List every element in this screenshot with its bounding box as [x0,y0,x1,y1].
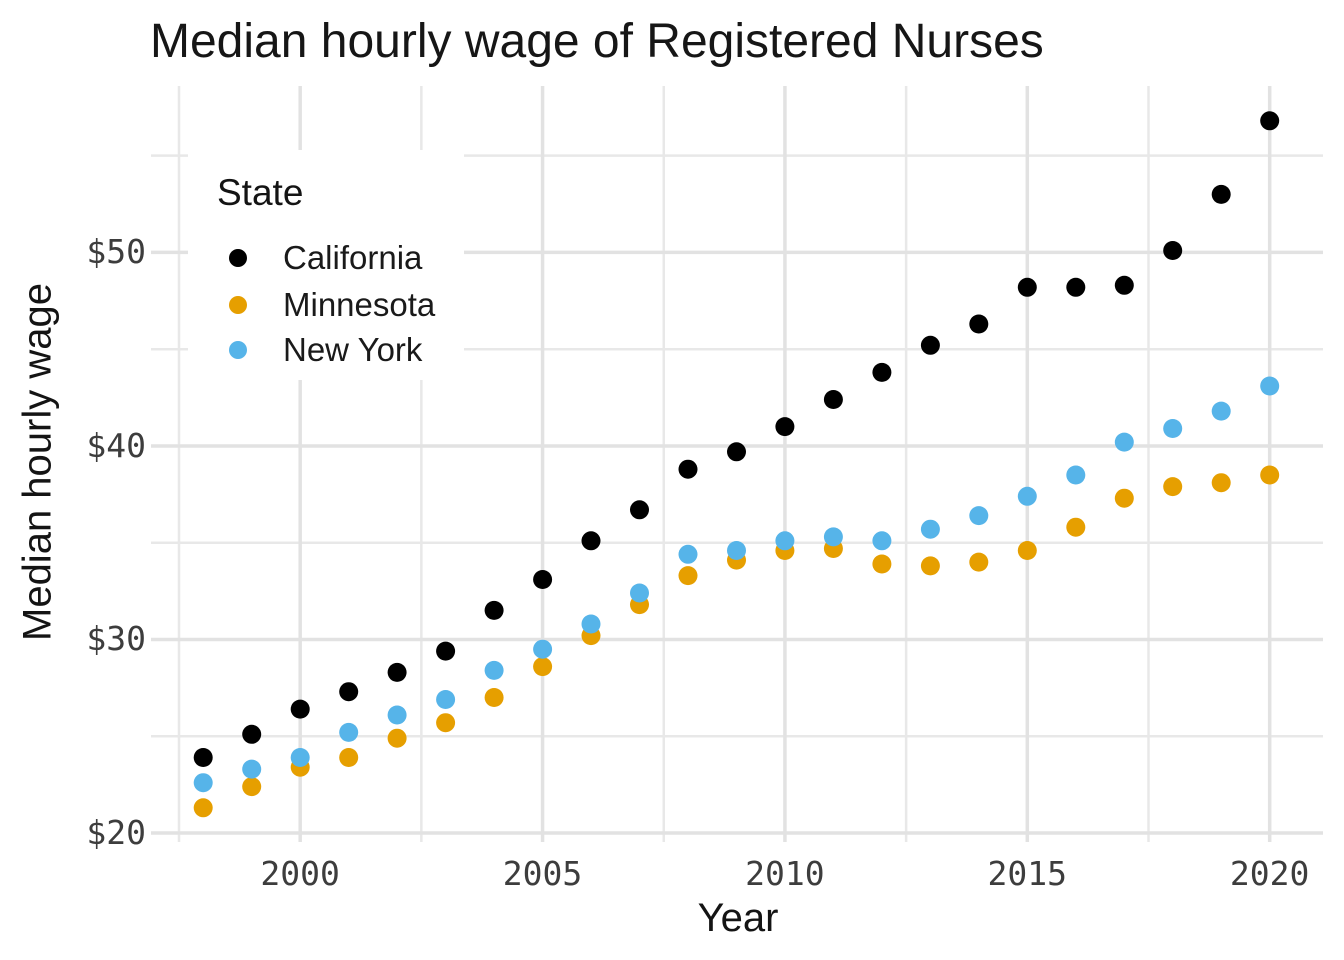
x-tick-label: 2015 [987,854,1068,893]
data-point [242,759,262,779]
data-point [969,552,989,572]
data-point [581,531,601,551]
legend-swatch [229,249,247,267]
data-point [1260,465,1280,485]
data-points [193,111,1280,818]
legend-item-label: New York [283,331,423,368]
data-point [242,724,262,744]
data-point [484,660,504,680]
data-point [823,527,843,547]
data-point [581,614,601,634]
y-tick-label: $30 [86,619,146,659]
data-point [533,639,553,659]
data-point [1163,419,1183,438]
data-point [193,798,213,818]
data-point [387,728,407,748]
data-point [436,641,456,661]
data-point [1260,111,1280,131]
legend-swatch [229,341,247,359]
legend: State California Minnesota New York [188,150,464,380]
data-point [775,417,795,437]
data-point [1211,401,1231,421]
x-tick-label: 2005 [502,854,583,893]
data-point [387,662,407,682]
data-point [339,748,359,767]
legend-item: Minnesota [188,282,464,328]
data-point [533,570,553,589]
data-point [678,544,698,564]
data-point [533,657,553,677]
data-point [1066,517,1086,537]
data-point [1017,277,1037,297]
data-point [727,442,746,462]
chart-title: Median hourly wage of Registered Nurses [150,15,1044,68]
x-tick-label: 2010 [745,854,825,893]
data-point [920,519,940,539]
data-point [242,777,262,797]
data-point [436,713,456,733]
data-point [969,506,989,526]
data-point [678,566,698,586]
legend-swatch [229,296,247,314]
data-point [872,362,892,382]
legend-title: State [217,172,304,213]
y-tick-label: $50 [86,232,146,272]
data-point [484,688,504,707]
y-tick-label: $20 [86,813,146,852]
data-point [727,541,746,560]
x-tick-label: 2000 [260,854,340,893]
data-point [1066,277,1086,297]
data-point [678,459,698,479]
x-axis-title: Year [697,896,779,940]
data-point [436,690,456,709]
legend-item: California [188,235,464,281]
legend-item-label: California [283,239,423,276]
data-point [1017,541,1037,560]
data-point [1114,432,1134,452]
data-point [872,531,892,551]
data-point [339,682,359,702]
data-point [1114,488,1134,508]
data-point [823,390,843,409]
y-tick-label: $40 [86,425,146,465]
data-point [193,773,213,793]
data-point [339,722,359,742]
data-point [290,699,310,719]
data-point [484,600,504,620]
data-point [1066,465,1086,485]
data-point [193,748,213,767]
data-point [872,554,892,574]
data-point [775,531,795,551]
data-point [969,314,989,334]
data-point [630,583,649,603]
data-point [1163,477,1183,497]
data-point [1114,275,1134,295]
data-point [1260,376,1280,396]
data-point [920,556,940,576]
data-point [1163,241,1183,260]
data-point [387,705,407,725]
data-point [290,748,310,767]
data-point [630,500,649,520]
data-point [920,335,940,355]
x-tick-label: 2020 [1229,854,1310,893]
data-point [1211,473,1231,493]
data-point [1017,486,1037,506]
legend-item-label: Minnesota [283,286,436,323]
data-point [1211,184,1231,204]
legend-item: New York [188,327,464,373]
